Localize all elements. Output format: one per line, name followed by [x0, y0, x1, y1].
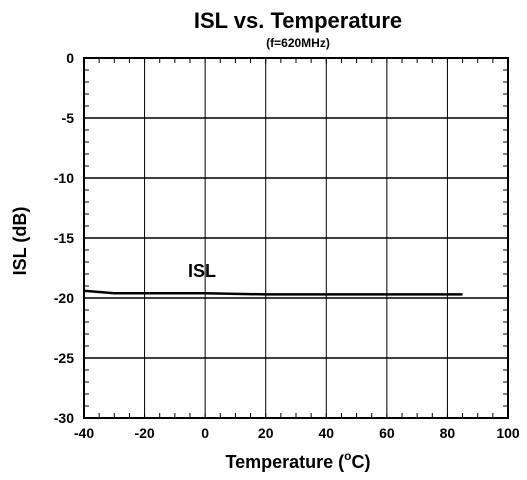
y-tick-label: -5	[62, 110, 75, 126]
x-tick-label: 100	[496, 425, 520, 441]
y-axis-label: ISL (dB)	[10, 207, 30, 276]
x-axis-label-degree: o	[344, 449, 351, 463]
x-tick-label: 40	[318, 425, 334, 441]
x-tick-label: 0	[201, 425, 209, 441]
grid-lines	[84, 58, 508, 418]
y-tick-label: -10	[54, 170, 74, 186]
y-tick-label: -15	[54, 230, 74, 246]
y-tick-label: -20	[54, 290, 74, 306]
chart-subtitle: (f=620MHz)	[266, 36, 330, 50]
x-tick-label: 80	[440, 425, 456, 441]
tick-labels: -40 -20 0 20 40 60 80 100 0 -5 -10 -15 -20 -25 -30	[54, 50, 520, 441]
x-tick-label: -40	[74, 425, 94, 441]
x-tick-label: 60	[379, 425, 395, 441]
series-line-isl	[83, 289, 463, 296]
series-annotation-isl: ISL	[188, 261, 216, 281]
x-tick-label: -20	[134, 425, 154, 441]
x-axis-label-main: Temperature (	[225, 452, 344, 472]
chart-title: ISL vs. Temperature	[194, 8, 402, 33]
y-tick-label: 0	[66, 50, 74, 66]
y-tick-label: -25	[54, 350, 74, 366]
x-axis-label-unit: C)	[352, 452, 371, 472]
x-axis-label: Temperature (oC)	[225, 449, 370, 472]
y-tick-label: -30	[54, 410, 74, 426]
series-layer	[83, 289, 463, 296]
plot-frame	[83, 57, 509, 419]
x-tick-label: 20	[258, 425, 274, 441]
